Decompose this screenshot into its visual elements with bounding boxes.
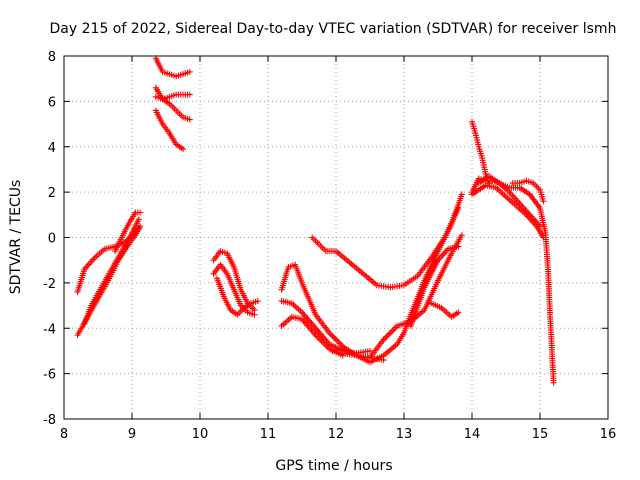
data-point [540,234,547,241]
series-arc-g3 [475,173,543,230]
chart-title: Day 215 of 2022, Sidereal Day-to-day VTE… [50,21,617,37]
y-tick-label: -2 [43,277,56,292]
series-arc-c3 [214,275,261,318]
series-arc-e3 [339,191,465,366]
data-point [382,335,389,342]
data-point [389,327,396,334]
x-tick-label: 11 [260,427,277,442]
data-point [455,243,462,250]
data-point [458,232,465,239]
data-point [332,335,339,342]
data-point [550,379,557,386]
data-point [391,326,398,333]
data-point [180,146,186,153]
series-arc-g5 [509,177,547,205]
series-arc-c2 [210,261,258,318]
y-tick-label: -4 [43,322,56,337]
series-arc-g1 [469,175,557,386]
x-tick-label: 14 [464,427,481,442]
x-tick-labels: 8 9 10 11 12 13 14 15 16 [60,427,616,442]
y-tick-labels: -8 -6 -4 -2 0 2 4 6 8 [43,50,56,428]
data-point [336,340,343,347]
x-tick-label: 15 [532,427,549,442]
x-tick-label: 9 [128,427,136,442]
x-tick-label: 10 [192,427,209,442]
data-point [367,347,373,354]
data-point [137,223,144,230]
series-arc-g4 [469,118,492,187]
series-arc-f1 [407,243,462,329]
series-arc-a4 [112,209,144,255]
data-point [251,311,258,318]
x-tick-label: 8 [60,427,68,442]
x-tick-label: 13 [396,427,413,442]
data-point [186,91,193,98]
data-point [329,332,336,339]
y-tick-label: 0 [48,232,56,247]
data-point [327,331,334,338]
data-point [335,338,342,345]
data-point [137,209,144,216]
y-tick-label: -6 [43,368,56,383]
data-points [74,55,557,386]
series-arc-b2 [152,84,193,103]
data-point [455,309,462,316]
data-point [385,332,392,339]
series-arc-b1 [152,55,193,80]
data-point [386,330,393,337]
x-tick-label: 12 [328,427,345,442]
data-point [458,191,465,198]
data-point [254,298,261,305]
series-arc-f2 [428,300,462,320]
data-point [186,68,193,75]
data-point [383,333,390,340]
data-point [388,329,395,336]
data-point [330,334,337,341]
data-point [540,198,547,205]
y-tick-label: 8 [48,50,56,65]
y-tick-label: 6 [48,95,56,110]
series-arc-b4 [152,107,186,153]
data-point [186,116,193,123]
data-point [333,337,340,344]
data-point [537,223,543,230]
series-arc-a3 [81,216,142,327]
data-point [486,180,492,187]
y-axis-label: SDTVAR / TECUs [8,180,24,295]
y-tick-label: 4 [48,141,56,156]
series-arc-b3 [152,93,193,123]
x-tick-label: 16 [600,427,617,442]
data-point [135,216,142,223]
axis-ticks [63,55,609,420]
y-tick-label: -8 [43,413,56,428]
y-tick-label: 2 [48,186,56,201]
x-axis-label: GPS time / hours [275,458,392,474]
grid-lines [64,56,608,419]
